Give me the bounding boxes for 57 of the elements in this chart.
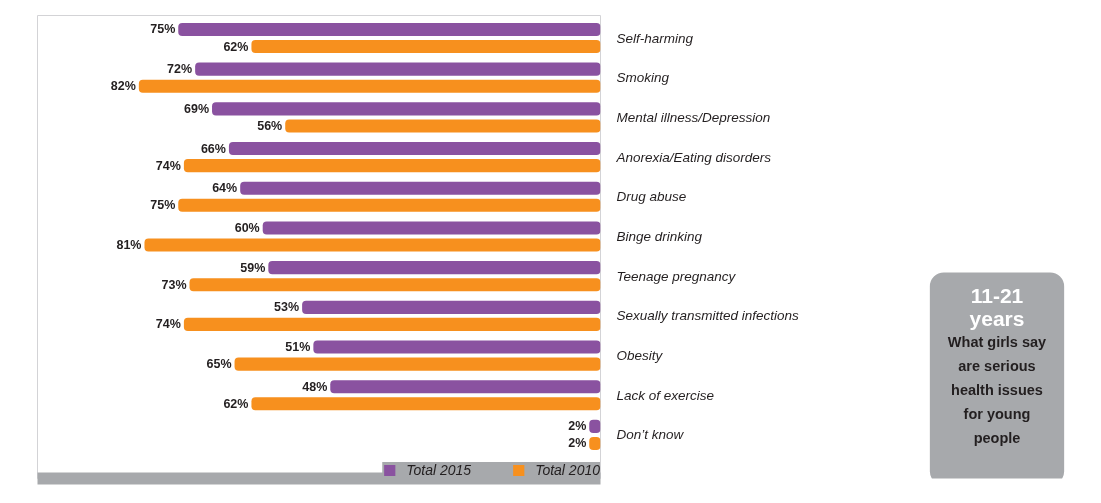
y-tick-label: Teenage pregnancy (616, 268, 737, 284)
data-label: 64% (212, 181, 238, 196)
bar (302, 300, 601, 314)
bar (262, 221, 601, 235)
data-label: 65% (206, 357, 232, 372)
data-label: 2% (568, 419, 587, 434)
bar (212, 102, 601, 116)
y-tick-label: Obesity (616, 348, 664, 364)
data-label: 69% (184, 101, 210, 116)
data-label: 56% (257, 118, 283, 133)
bar (251, 39, 601, 54)
bar (138, 79, 601, 93)
bar (195, 62, 601, 76)
data-label: 73% (161, 277, 187, 292)
y-tick-label: Binge drinking (616, 228, 703, 244)
data-label: 59% (240, 260, 266, 275)
y-tick-label: Mental illness/Depression (616, 109, 771, 125)
bar (183, 159, 601, 173)
y-tick-label: Don’t know (616, 427, 685, 443)
bar (228, 142, 601, 156)
data-label: 62% (223, 396, 249, 411)
data-label: 53% (274, 300, 300, 315)
y-tick-label: Smoking (616, 70, 670, 86)
bar (313, 340, 601, 354)
bar (178, 22, 601, 37)
bar (240, 181, 601, 195)
data-label: 62% (223, 39, 249, 54)
y-tick-label: Sexually transmitted infections (616, 308, 800, 324)
data-label: 72% (167, 62, 193, 77)
bar (330, 380, 601, 394)
bar (268, 261, 601, 275)
y-tick-label: Self-harming (616, 30, 694, 46)
bar (183, 317, 601, 331)
data-label: 82% (110, 79, 136, 94)
y-tick-label: Drug abuse (616, 189, 687, 205)
data-label: 66% (200, 141, 226, 156)
bar (251, 397, 601, 411)
data-label: 81% (116, 238, 142, 253)
data-label: 60% (234, 220, 260, 235)
bar (234, 357, 601, 371)
bar (144, 238, 601, 252)
data-label: 74% (155, 158, 181, 173)
data-label: 51% (285, 340, 311, 355)
data-label: 74% (155, 317, 181, 332)
data-label: 48% (302, 379, 328, 394)
legend-label: Total 2010 (535, 462, 600, 478)
text: What girls say are serious health issues for young people (947, 333, 1047, 446)
text: 11-21 years (969, 283, 1025, 330)
bar (285, 119, 601, 133)
legend-label: Total 2015 (406, 462, 472, 478)
data-label: 75% (150, 198, 176, 213)
y-tick-label: Lack of exercise (616, 387, 715, 403)
data-label: 75% (150, 22, 176, 37)
y-tick-label: Anorexia/Eating disorders (615, 149, 772, 165)
bar (178, 198, 601, 212)
bar (189, 278, 601, 292)
data-label: 2% (568, 436, 587, 451)
